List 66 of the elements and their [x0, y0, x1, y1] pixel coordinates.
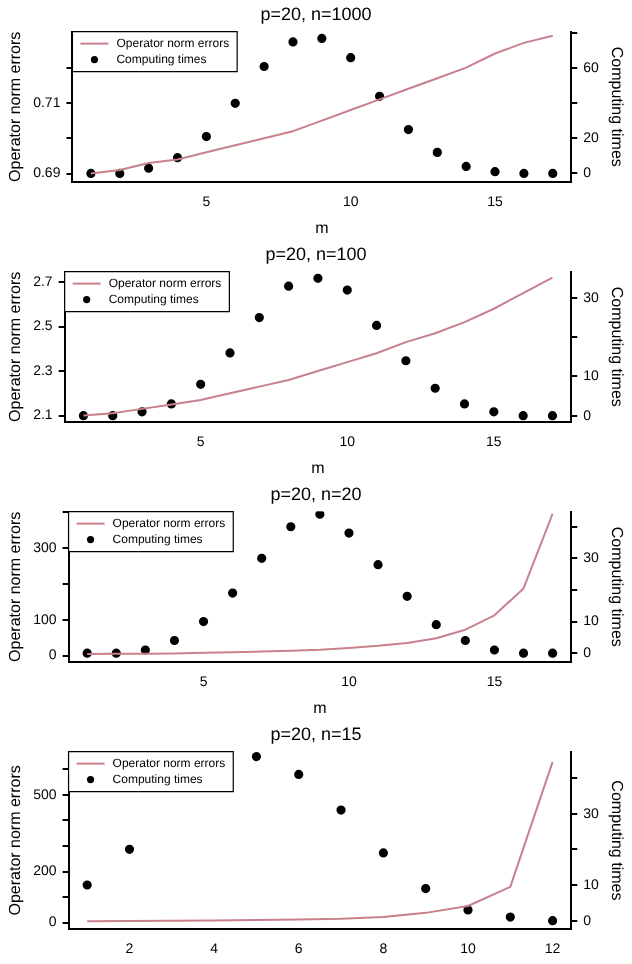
point — [432, 147, 442, 157]
x-axis-title: m — [313, 698, 328, 717]
point — [288, 37, 298, 47]
point — [230, 98, 240, 108]
point — [198, 616, 209, 627]
point — [196, 379, 206, 389]
x-axis-title: m — [311, 458, 326, 477]
point — [286, 522, 296, 532]
point — [373, 560, 383, 570]
point — [490, 167, 500, 177]
point — [463, 905, 473, 915]
point — [254, 312, 264, 323]
point — [225, 348, 235, 358]
point — [461, 161, 471, 171]
point — [431, 620, 441, 630]
point — [547, 411, 558, 421]
point — [169, 635, 180, 646]
point — [548, 648, 558, 658]
chart-title: p=20, n=20 — [270, 483, 362, 504]
point — [421, 883, 431, 894]
point — [315, 511, 325, 519]
y2-axis-title: Computing times — [607, 526, 626, 647]
point — [459, 399, 470, 409]
point — [489, 407, 499, 417]
point — [140, 645, 150, 655]
point — [228, 588, 238, 598]
point — [251, 751, 262, 762]
point — [342, 285, 352, 295]
point — [518, 648, 529, 658]
point — [460, 635, 470, 646]
point — [336, 805, 346, 815]
point — [144, 163, 154, 173]
point — [259, 61, 269, 72]
point — [201, 132, 211, 142]
point — [371, 320, 382, 330]
point — [505, 912, 515, 922]
point — [346, 53, 356, 63]
x-axis-title: m — [315, 218, 330, 237]
point — [317, 33, 327, 44]
point — [548, 168, 558, 179]
point — [124, 844, 135, 854]
chart-title: p=20, n=1000 — [260, 3, 372, 24]
point — [294, 769, 304, 780]
y2-axis-title: Computing times — [607, 780, 626, 901]
y-axis-title: Operator norm errors — [6, 511, 25, 662]
point — [548, 916, 558, 926]
point — [284, 281, 294, 291]
point — [401, 356, 411, 366]
point — [402, 591, 412, 601]
point — [430, 383, 440, 393]
point — [82, 880, 92, 890]
chart-title: p=20, n=15 — [270, 723, 362, 744]
point — [257, 553, 267, 563]
point — [378, 848, 388, 858]
y-axis-title: Operator norm errors — [6, 271, 25, 422]
point — [313, 273, 323, 283]
y-axis-title: Operator norm errors — [6, 765, 25, 916]
y-axis-title: Operator norm errors — [6, 31, 25, 182]
point — [403, 124, 414, 135]
point — [489, 645, 500, 655]
point — [519, 168, 529, 179]
chart-title: p=20, n=100 — [265, 243, 367, 264]
y2-axis-title: Computing times — [607, 46, 626, 167]
point — [518, 411, 528, 421]
y2-axis-title: Computing times — [607, 286, 626, 407]
point — [344, 528, 354, 538]
